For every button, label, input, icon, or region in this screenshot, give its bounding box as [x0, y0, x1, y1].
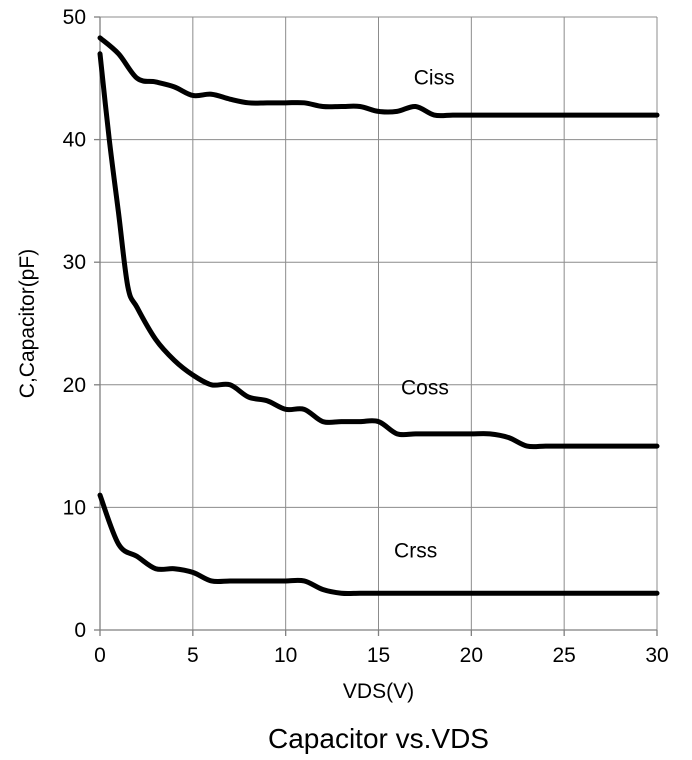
- y-tick-label-50: 50: [63, 6, 86, 29]
- series-label-ciss: Ciss: [414, 66, 455, 89]
- series-labels: Ciss Coss Crss: [394, 66, 455, 562]
- series-line-crss: [97, 492, 660, 596]
- series-lines: [97, 35, 660, 596]
- y-tick-label-0: 0: [74, 619, 86, 642]
- x-axis-label: VDS(V): [343, 680, 414, 703]
- series-line-coss: [97, 51, 660, 450]
- y-axis-label: C,Capacitor(pF): [16, 249, 39, 398]
- x-tick-label-10: 10: [274, 644, 297, 667]
- chart-title: Capacitor vs.VDS: [268, 723, 489, 754]
- y-tick-label-40: 40: [63, 129, 86, 152]
- series-label-crss: Crss: [394, 540, 437, 563]
- grid: [100, 16, 658, 630]
- tick-labels: 0 5 10 15 20 25 30 0 10 20 30 40 50: [63, 6, 669, 667]
- y-tick-label-20: 20: [63, 374, 86, 397]
- x-tick-label-25: 25: [552, 644, 575, 667]
- axes: [94, 16, 658, 636]
- x-tick-label-20: 20: [460, 644, 483, 667]
- series-label-coss: Coss: [401, 377, 449, 400]
- series-line-ciss: [97, 35, 660, 119]
- y-tick-label-30: 30: [63, 251, 86, 274]
- y-tick-label-10: 10: [63, 496, 86, 519]
- x-tick-label-15: 15: [367, 644, 390, 667]
- x-tick-label-0: 0: [94, 644, 106, 667]
- x-tick-label-30: 30: [645, 644, 668, 667]
- x-tick-label-5: 5: [187, 644, 199, 667]
